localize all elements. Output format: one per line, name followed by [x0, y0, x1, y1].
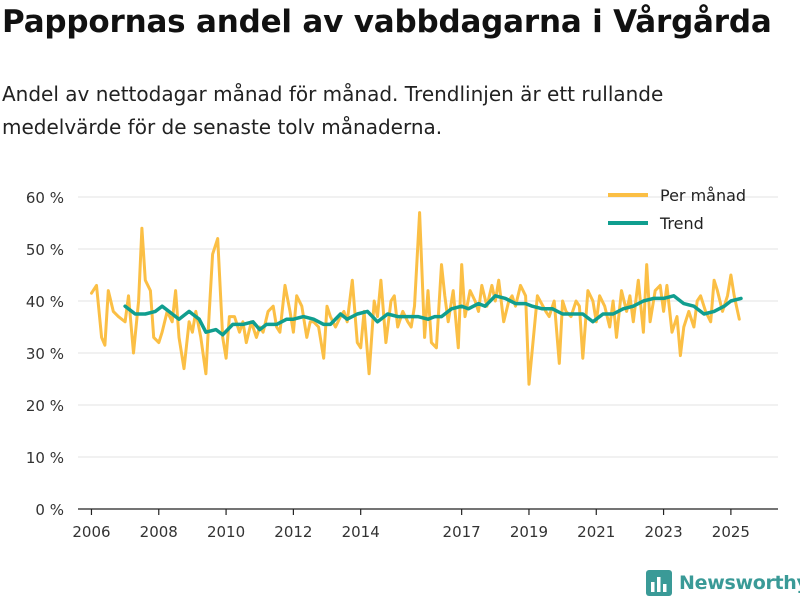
- x-tick-label: 2023: [644, 523, 682, 541]
- brand-name: Newsworthy: [679, 572, 800, 594]
- chart-title: Pappornas andel av vabbdagarna i Vårgård…: [2, 4, 772, 40]
- y-axis-ticks: 0 % 10 % 20 % 30 % 40 % 50 % 60 %: [26, 189, 64, 519]
- legend: Per månad Trend: [608, 186, 746, 233]
- x-tick-label: 2019: [510, 523, 548, 541]
- y-tick-label: 0 %: [35, 501, 64, 519]
- series-group: [90, 211, 743, 386]
- x-tick-label: 2014: [342, 523, 380, 541]
- legend-label: Trend: [659, 214, 704, 233]
- chart-subtitle: Andel av nettodagar månad för månad. Tre…: [2, 82, 664, 139]
- series-line-trend: [123, 294, 743, 337]
- bar-chart-logo-icon: [646, 570, 672, 596]
- x-tick-label: 2012: [274, 523, 312, 541]
- x-tick-label: 2025: [712, 523, 750, 541]
- x-tick-label: 2017: [443, 523, 481, 541]
- y-tick-label: 60 %: [26, 189, 64, 207]
- legend-label: Per månad: [660, 186, 746, 205]
- y-tick-label: 20 %: [26, 397, 64, 415]
- y-tick-label: 10 %: [26, 449, 64, 467]
- x-tick-label: 2021: [577, 523, 615, 541]
- y-tick-label: 50 %: [26, 241, 64, 259]
- x-tick-label: 2008: [140, 523, 178, 541]
- y-tick-label: 30 %: [26, 345, 64, 363]
- x-axis: 2006 2008 2010 2012 2014 2017 2019 2021 2023 2025: [72, 508, 778, 541]
- brand-logo: Newsworthy: [645, 568, 800, 598]
- x-tick-label: 2010: [207, 523, 245, 541]
- series-line-per-manad: [90, 211, 741, 386]
- y-tick-label: 40 %: [26, 293, 64, 311]
- x-tick-label: 2006: [72, 523, 110, 541]
